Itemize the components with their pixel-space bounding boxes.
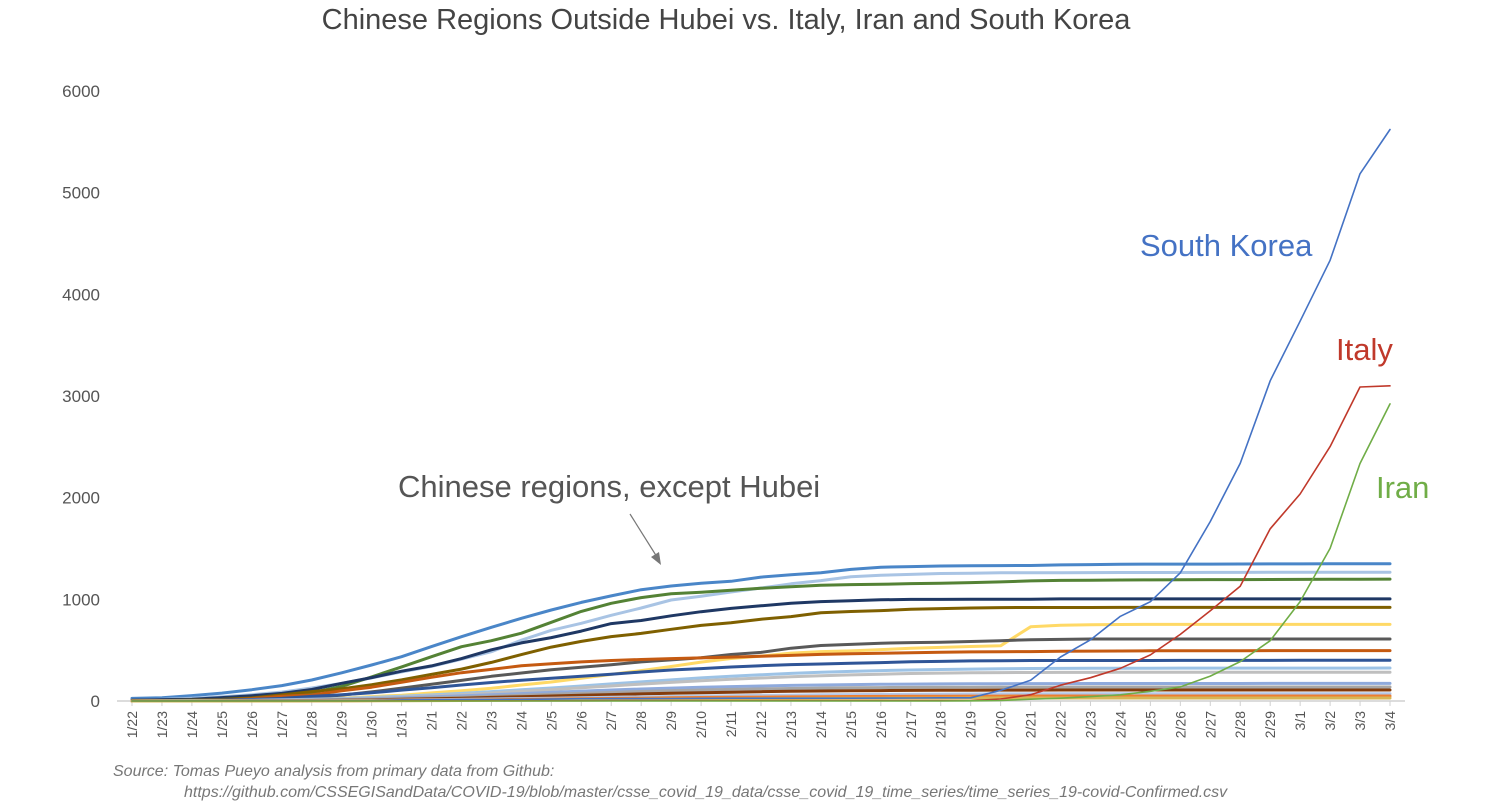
source-line-1: Source: Tomas Pueyo analysis from primar… <box>113 763 554 780</box>
x-tick-label: 1/31 <box>394 711 410 738</box>
series-line-region-10 <box>130 649 1392 703</box>
x-tick-label: 2/13 <box>783 711 799 738</box>
x-tick-label: 2/1 <box>424 711 440 731</box>
x-tick-label: 2/14 <box>813 711 829 738</box>
x-tick-label: 1/30 <box>364 711 380 738</box>
x-tick-label: 2/10 <box>693 711 709 738</box>
annotation-chinese-regions: Chinese regions, except Hubei <box>398 469 820 504</box>
series-line-region-4 <box>130 570 1392 702</box>
y-tick-label: 5000 <box>62 184 100 203</box>
series-line-south-korea <box>131 128 1391 702</box>
x-tick-label: 1/29 <box>334 711 350 738</box>
x-tick-label: 2/19 <box>963 711 979 738</box>
series-line-region-7 <box>130 605 1392 703</box>
y-tick-label: 4000 <box>62 285 100 304</box>
series-line-iran <box>131 403 1391 702</box>
x-tick-label: 2/11 <box>723 711 739 737</box>
x-tick-label: 2/17 <box>903 711 919 738</box>
x-tick-label: 2/3 <box>483 711 499 731</box>
x-tick-label: 3/1 <box>1292 711 1308 731</box>
x-tick-label: 2/2 <box>453 711 469 731</box>
annotation-iran: Iran <box>1376 470 1429 505</box>
x-tick-label: 2/9 <box>663 711 679 731</box>
x-tick-label: 2/18 <box>933 711 949 738</box>
x-tick-label: 2/24 <box>1112 711 1128 738</box>
y-tick-label: 6000 <box>62 82 100 101</box>
x-tick-label: 2/21 <box>1023 711 1039 738</box>
x-tick-label: 2/23 <box>1082 711 1098 738</box>
x-tick-label: 1/27 <box>274 711 290 738</box>
series-line-region-11 <box>130 658 1392 703</box>
highlighted-series <box>131 128 1391 702</box>
x-tick-label: 2/29 <box>1262 711 1278 738</box>
x-tick-label: 2/8 <box>633 711 649 731</box>
x-tick-label: 2/5 <box>543 711 559 731</box>
x-tick-label: 2/22 <box>1053 711 1069 738</box>
x-tick-label: 2/26 <box>1172 711 1188 738</box>
series-line-region-6 <box>130 597 1392 702</box>
x-tick-label: 3/4 <box>1382 711 1398 731</box>
annotation-arrow <box>629 513 658 558</box>
x-tick-label: 3/2 <box>1322 711 1338 731</box>
y-tick-label: 3000 <box>62 387 100 406</box>
source-line-2: https://github.com/CSSEGISandData/COVID-… <box>184 784 1228 801</box>
y-tick-label: 2000 <box>62 489 100 508</box>
x-tick-label: 2/16 <box>873 711 889 738</box>
y-tick-label: 0 <box>91 692 100 711</box>
x-tick-label: 2/20 <box>993 711 1009 738</box>
x-tick-label: 2/25 <box>1142 711 1158 738</box>
x-tick-label: 2/6 <box>573 711 589 731</box>
x-tick-label: 2/12 <box>753 711 769 738</box>
x-axis-ticks: 1/22 1/23 1/24 1/25 1/26 1/27 1/28 1/29 1/30 1/31… <box>124 701 1398 738</box>
x-tick-label: 1/24 <box>184 711 200 738</box>
annotation-south-korea: South Korea <box>1140 228 1313 263</box>
x-tick-label: 2/7 <box>603 711 619 731</box>
series-line-region-3 <box>130 562 1392 700</box>
background-series <box>130 562 1392 703</box>
x-tick-label: 1/26 <box>244 711 260 738</box>
annotation-arrowhead <box>651 552 661 565</box>
series-line-region-5 <box>130 577 1392 702</box>
x-tick-label: 2/15 <box>843 711 859 738</box>
x-tick-label: 1/23 <box>154 711 170 738</box>
x-tick-label: 1/25 <box>214 711 230 738</box>
x-tick-label: 2/28 <box>1232 711 1248 738</box>
annotation-italy: Italy <box>1336 332 1393 367</box>
y-axis-ticks: 0 1000 2000 3000 4000 5000 6000 <box>62 82 100 711</box>
x-tick-label: 2/27 <box>1202 711 1218 738</box>
y-tick-label: 1000 <box>62 590 100 609</box>
x-tick-label: 1/28 <box>304 711 320 738</box>
chart-title: Chinese Regions Outside Hubei vs. Italy,… <box>322 4 1132 36</box>
x-tick-label: 2/4 <box>513 711 529 731</box>
x-tick-label: 3/3 <box>1352 711 1368 731</box>
x-tick-label: 1/22 <box>124 711 140 738</box>
